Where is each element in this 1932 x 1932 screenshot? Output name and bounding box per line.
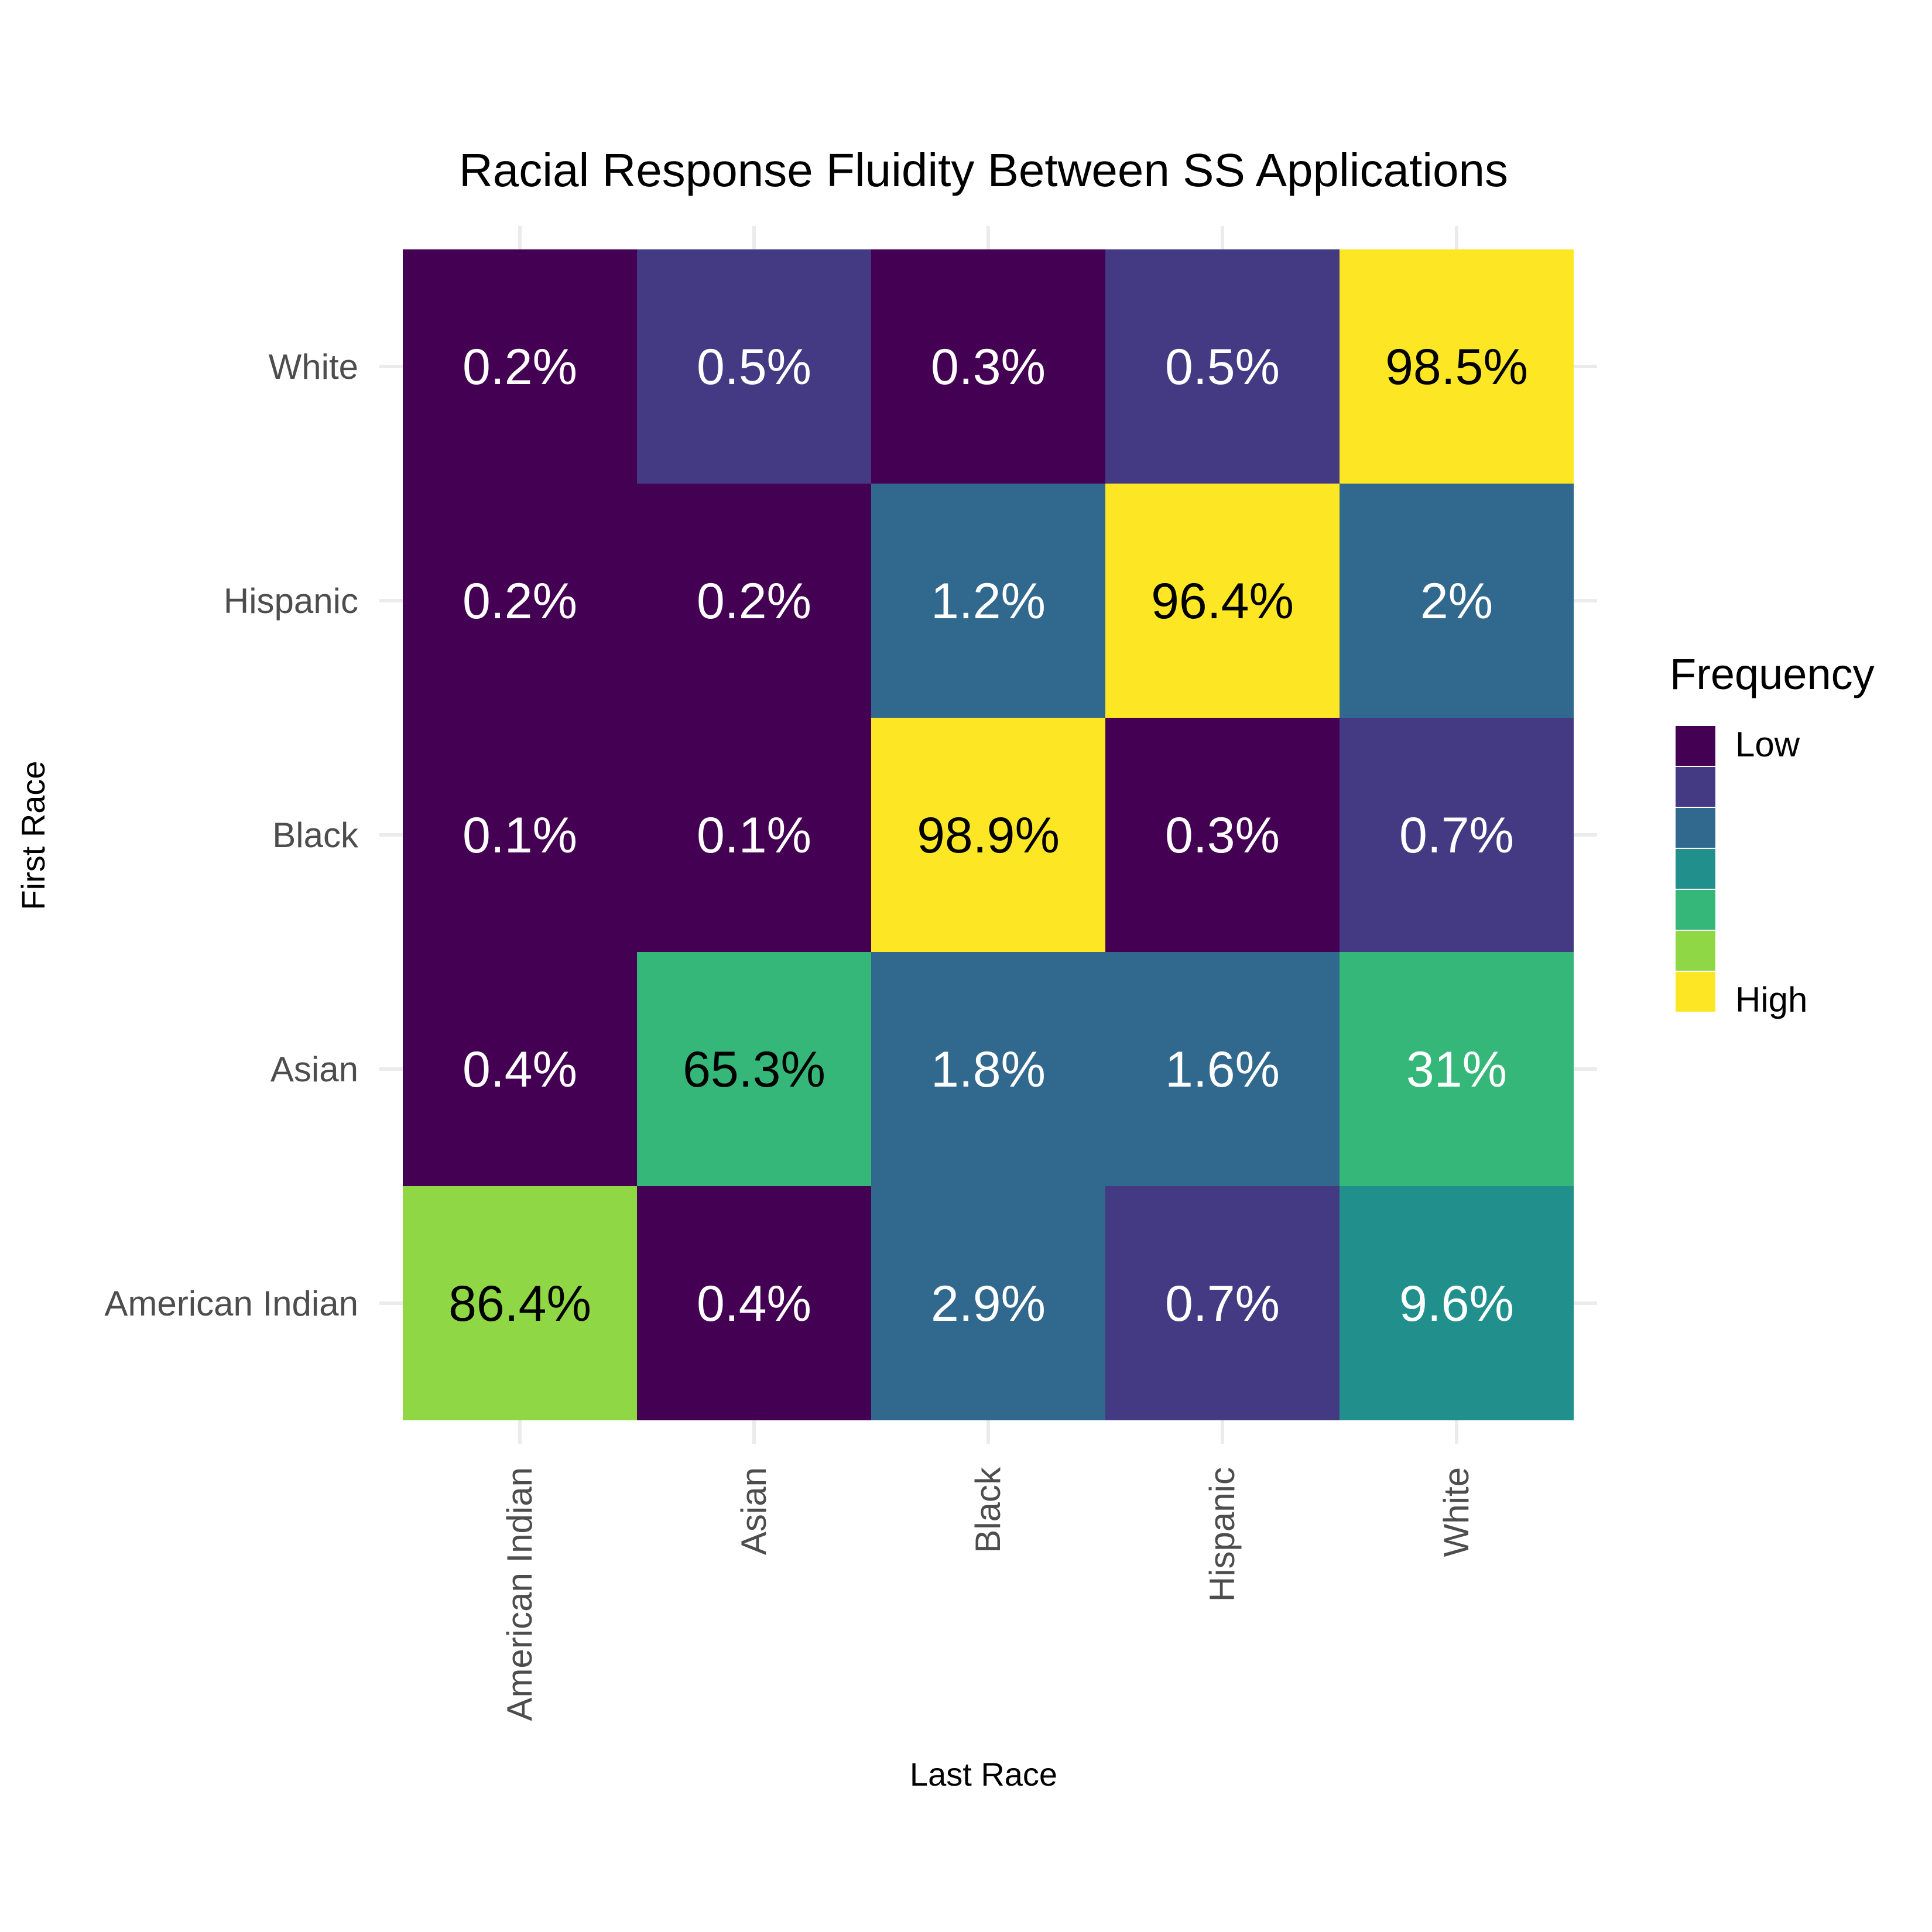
legend-key-7: [1676, 972, 1715, 1012]
cell-label-black-to-white: 0.7%: [1399, 807, 1514, 864]
heatmap-cell-american-indian-to-american-indian: [403, 1186, 637, 1420]
y-tick-label-hispanic: Hispanic: [224, 581, 358, 621]
cell-label-hispanic-to-black: 1.2%: [931, 573, 1046, 629]
cell-label-black-to-asian: 0.1%: [697, 807, 811, 864]
cell-labels: 0.2% 0.5% 0.3% 0.5% 98.5% 0.2% 0.2% 1.2% 96.4% 2%…: [448, 339, 1528, 1332]
heatmap-cell-hispanic-to-black: [871, 484, 1105, 718]
legend-title: Frequency: [1670, 650, 1875, 698]
heatmap-cell-black-to-hispanic: [1105, 718, 1340, 952]
heatmap-cell-white-to-american-indian: [403, 249, 637, 484]
cell-label-american-indian-to-hispanic: 0.7%: [1165, 1276, 1280, 1332]
heatmap-cell-black-to-black: [871, 718, 1105, 952]
legend-key-4: [1676, 849, 1715, 889]
heatmap-cell-white-to-white: [1340, 249, 1574, 484]
cell-label-asian-to-white: 31%: [1406, 1042, 1507, 1098]
legend-key-1: [1676, 726, 1715, 766]
cell-label-asian-to-hispanic: 1.6%: [1165, 1042, 1280, 1098]
legend-low-label: Low: [1735, 725, 1800, 764]
legend-key-2: [1676, 767, 1715, 807]
heatmap-cell-asian-to-black: [871, 952, 1105, 1186]
legend-key-6: [1676, 931, 1715, 971]
cell-label-white-to-black: 0.3%: [931, 339, 1046, 395]
cell-label-asian-to-american-indian: 0.4%: [463, 1042, 577, 1098]
cell-label-asian-to-asian: 65.3%: [683, 1042, 825, 1098]
heatmap-cell-white-to-asian: [637, 249, 871, 484]
heatmap-cell-white-to-hispanic: [1105, 249, 1340, 484]
y-axis-ticks: American Indian Asian Black Hispanic White: [104, 347, 359, 1323]
heatmap-cell-asian-to-white: [1340, 952, 1574, 1186]
heatmap-cell-american-indian-to-asian: [637, 1186, 871, 1420]
heatmap-cell-asian-to-asian: [637, 952, 871, 1186]
y-tick-label-white: White: [269, 347, 358, 386]
cell-label-white-to-asian: 0.5%: [697, 339, 811, 395]
heatmap-cell-black-to-white: [1340, 718, 1574, 952]
cell-label-american-indian-to-asian: 0.4%: [697, 1276, 811, 1332]
legend-high-label: High: [1735, 980, 1807, 1019]
legend-key-3: [1676, 808, 1715, 848]
heatmap-cell-black-to-american-indian: [403, 718, 637, 952]
heatmap-cell-hispanic-to-asian: [637, 484, 871, 718]
heatmap-cell-black-to-asian: [637, 718, 871, 952]
cell-label-hispanic-to-american-indian: 0.2%: [463, 573, 577, 629]
cell-label-black-to-black: 98.9%: [917, 807, 1060, 864]
heatmap-cell-hispanic-to-hispanic: [1105, 484, 1340, 718]
heatmap-cell-hispanic-to-white: [1340, 484, 1574, 718]
cell-label-white-to-american-indian: 0.2%: [463, 339, 577, 395]
heatmap-cell-asian-to-hispanic: [1105, 952, 1340, 1186]
cell-label-black-to-american-indian: 0.1%: [463, 807, 577, 864]
cell-label-american-indian-to-white: 9.6%: [1399, 1276, 1514, 1332]
x-tick-label-black: Black: [968, 1467, 1008, 1553]
heatmap-cell-hispanic-to-american-indian: [403, 484, 637, 718]
x-axis-title: Last Race: [910, 1756, 1057, 1793]
cell-label-hispanic-to-hispanic: 96.4%: [1151, 573, 1294, 629]
legend-key-5: [1676, 890, 1715, 930]
cell-label-hispanic-to-asian: 0.2%: [697, 573, 811, 629]
y-tick-label-black: Black: [272, 816, 359, 855]
heatmap-cell-american-indian-to-hispanic: [1105, 1186, 1340, 1420]
chart-title: Racial Response Fluidity Between SS Appl…: [459, 144, 1508, 196]
heatmap-cell-american-indian-to-black: [871, 1186, 1105, 1420]
cell-label-asian-to-black: 1.8%: [931, 1042, 1046, 1098]
y-tick-label-american-indian: American Indian: [104, 1284, 358, 1323]
heatmap-cell-american-indian-to-white: [1340, 1186, 1574, 1420]
x-tick-label-hispanic: Hispanic: [1203, 1467, 1242, 1602]
cell-label-american-indian-to-american-indian: 86.4%: [448, 1276, 591, 1332]
x-tick-label-white: White: [1437, 1467, 1476, 1557]
cell-label-white-to-white: 98.5%: [1385, 339, 1528, 395]
x-tick-label-american-indian: American Indian: [500, 1467, 539, 1721]
y-tick-label-asian: Asian: [270, 1050, 358, 1089]
y-axis-title: First Race: [15, 761, 52, 910]
cell-label-hispanic-to-white: 2%: [1420, 573, 1493, 629]
x-tick-label-asian: Asian: [734, 1467, 773, 1555]
x-axis-ticks: American Indian Asian Black Hispanic White: [500, 1467, 1476, 1721]
legend: Frequency Low High: [1670, 650, 1875, 1019]
heatmap-cell-asian-to-american-indian: [403, 952, 637, 1186]
heatmap-cell-white-to-black: [871, 249, 1105, 484]
cell-label-american-indian-to-black: 2.9%: [931, 1276, 1046, 1332]
heatmap-cells: [403, 249, 1574, 1420]
cell-label-white-to-hispanic: 0.5%: [1165, 339, 1280, 395]
cell-label-black-to-hispanic: 0.3%: [1165, 807, 1280, 864]
legend-keys: [1676, 726, 1715, 1012]
